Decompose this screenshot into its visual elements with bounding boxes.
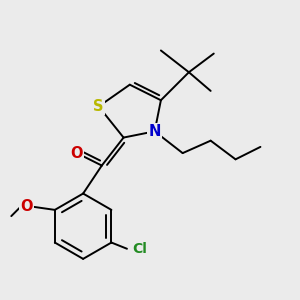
- Text: O: O: [21, 199, 33, 214]
- Text: Cl: Cl: [132, 242, 147, 256]
- Text: N: N: [148, 124, 161, 139]
- Text: O: O: [71, 146, 83, 160]
- Text: S: S: [93, 99, 104, 114]
